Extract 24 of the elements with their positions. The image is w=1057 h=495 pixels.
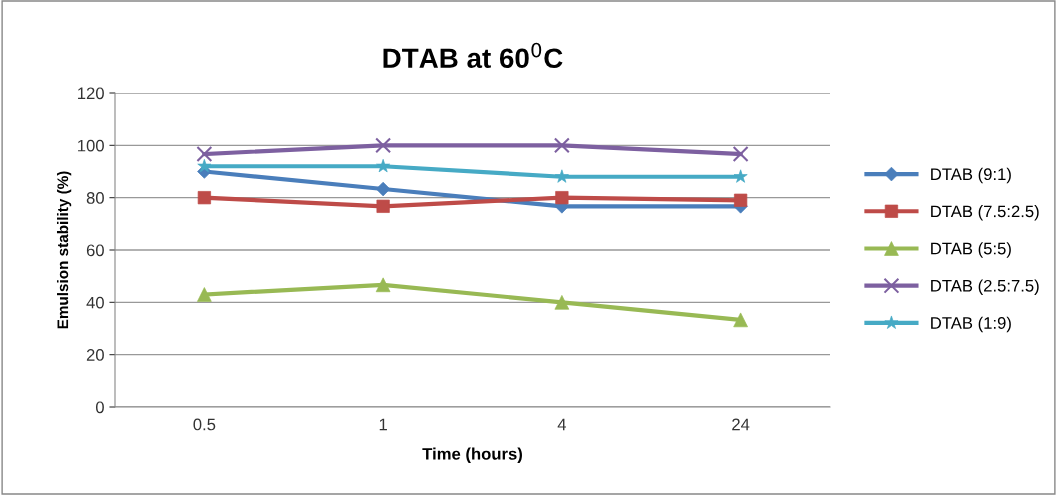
point: [553, 137, 570, 154]
x-tick-label: 1: [379, 418, 387, 431]
x-tick-label: 24: [732, 418, 750, 431]
x-tick-label: 0.5: [193, 418, 216, 431]
legend-label: DTAB (2.5:7.5): [931, 279, 1039, 295]
legend-label: DTAB (7.5:2.5): [931, 205, 1039, 221]
point: [732, 145, 749, 162]
chart-title: DTAB at 60$^{0}$C: [383, 42, 563, 69]
y-tick-label: 0: [95, 401, 104, 414]
point: [375, 137, 392, 154]
x-tick-label: 4: [557, 418, 567, 431]
y-axis-title: Emulsion stability (%): [56, 171, 72, 329]
y-tick-label: 60: [86, 244, 104, 257]
point: [196, 145, 213, 162]
y-tick-label: 100: [78, 139, 104, 152]
y-tick-label: 40: [86, 296, 104, 309]
point: [555, 191, 569, 205]
x-axis-title: Time (hours): [422, 447, 522, 464]
legend-label: DTAB (1:9): [931, 316, 1011, 333]
legend-label: DTAB (5:5): [931, 242, 1011, 258]
y-tick-label: 120: [78, 87, 104, 100]
y-tick-label: 20: [86, 349, 104, 361]
y-tick-label: 80: [86, 192, 104, 204]
legend-label: DTAB (9:1): [931, 167, 1011, 184]
